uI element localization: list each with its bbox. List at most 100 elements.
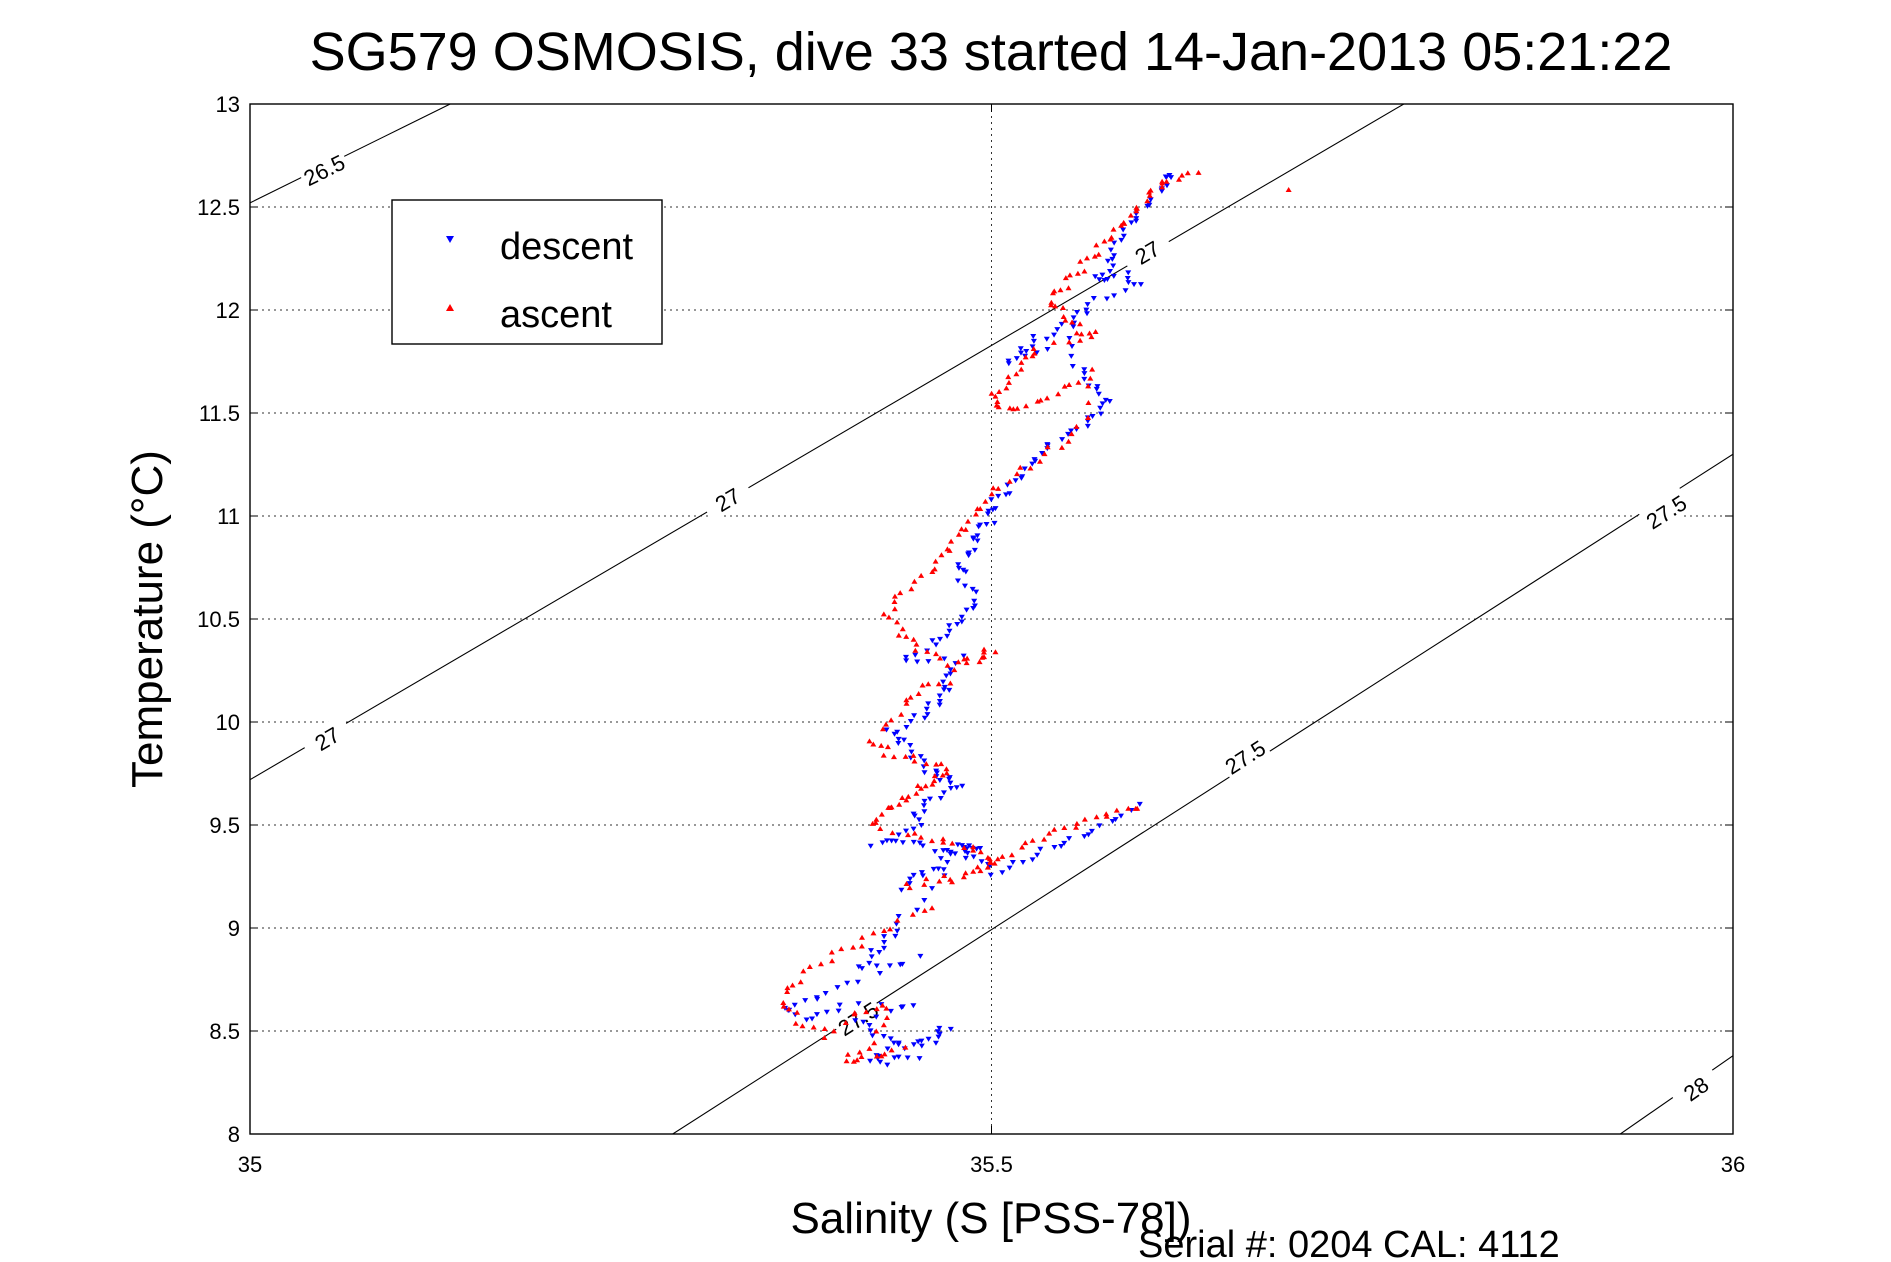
descent-point	[1084, 311, 1091, 317]
ascent-point	[1073, 330, 1080, 336]
ascent-point	[961, 844, 968, 850]
descent-point	[1093, 386, 1100, 392]
descent-point	[940, 867, 947, 873]
contour-label-bg	[1217, 732, 1272, 781]
descent-point	[937, 856, 944, 862]
ascent-point	[1159, 180, 1166, 186]
legend-label-ascent: ascent	[500, 294, 612, 336]
ascent-point	[1077, 337, 1084, 343]
descent-point	[936, 1031, 943, 1037]
descent-point	[1109, 819, 1116, 825]
ascent-point	[1006, 478, 1013, 484]
descent-point	[1083, 307, 1090, 313]
ascent-point	[1060, 304, 1067, 310]
ascent-point	[1022, 840, 1029, 846]
descent-point	[1074, 309, 1081, 315]
ascent-point	[977, 849, 984, 855]
ascent-point	[902, 1044, 909, 1050]
ascent-point	[994, 398, 1001, 404]
y-tick-label: 9.5	[209, 813, 240, 838]
descent-point	[834, 985, 841, 991]
ascent-point	[1113, 807, 1120, 813]
descent-point	[958, 614, 965, 620]
ascent-point	[1074, 270, 1081, 276]
descent-point	[1065, 431, 1072, 437]
ascent-point	[1127, 212, 1134, 218]
ascent-point	[992, 649, 999, 655]
descent-point	[1107, 269, 1114, 275]
ascent-point	[1093, 814, 1100, 820]
ascent-point	[1029, 837, 1036, 843]
descent-point	[1088, 828, 1095, 834]
ascent-point	[891, 593, 898, 599]
ascent-point	[903, 700, 910, 706]
ascent-point	[896, 801, 903, 807]
descent-point	[918, 1043, 925, 1049]
descent-point	[1037, 846, 1044, 852]
descent-point	[1111, 240, 1118, 246]
ascent-point	[1085, 414, 1092, 420]
descent-point	[1137, 282, 1144, 288]
ascent-point	[784, 985, 791, 991]
ascent-point	[800, 968, 807, 974]
ascent-point	[962, 526, 969, 532]
descent-point	[1021, 466, 1028, 472]
descent-point	[936, 702, 943, 708]
ascent-point	[844, 1051, 851, 1057]
descent-point	[970, 536, 977, 542]
descent-point	[916, 840, 923, 846]
ascent-point	[913, 641, 920, 647]
ascent-point	[932, 558, 939, 564]
ascent-point	[830, 1028, 837, 1034]
density-contour-27	[250, 104, 1405, 781]
descent-point	[892, 838, 899, 844]
descent-point	[907, 718, 914, 724]
descent-point	[1004, 482, 1011, 488]
ascent-point	[1073, 423, 1080, 429]
descent-point	[910, 1003, 917, 1009]
ascent-point	[866, 1045, 873, 1051]
ascent-point	[887, 926, 894, 932]
ascent-point	[863, 1009, 870, 1015]
descent-point	[952, 851, 959, 857]
descent-point	[929, 638, 936, 644]
descent-point	[923, 706, 930, 712]
ascent-point	[905, 832, 912, 838]
ascent-point	[1195, 169, 1202, 175]
descent-point	[1128, 220, 1135, 226]
descent-point	[1103, 296, 1110, 302]
ascent-point	[918, 785, 925, 791]
descent-point	[1030, 333, 1037, 339]
ascent-point	[789, 982, 796, 988]
descent-point	[953, 785, 960, 791]
descent-point	[1131, 282, 1138, 288]
ascent-point	[799, 1023, 806, 1029]
ascent-point	[817, 961, 824, 967]
ascent-point	[1144, 198, 1151, 204]
ascent-point	[924, 648, 931, 654]
ascent-point	[870, 930, 877, 936]
ascent-point	[1046, 830, 1053, 836]
descent-point	[910, 872, 917, 878]
descent-point	[944, 847, 951, 853]
descent-point	[984, 511, 991, 517]
descent-point	[1097, 411, 1104, 417]
ascent-point	[917, 834, 924, 840]
ascent-point	[1005, 374, 1012, 380]
ascent-point	[871, 1040, 878, 1046]
data-points	[780, 169, 1292, 1068]
legend-marker-ascent	[446, 304, 454, 311]
ascent-point	[1013, 371, 1020, 377]
ascent-point	[1058, 444, 1065, 450]
ascent-point	[858, 1053, 865, 1059]
ascent-point	[886, 805, 893, 811]
ascent-point	[838, 946, 845, 952]
ascent-point	[919, 682, 926, 688]
ascent-point	[873, 1028, 880, 1034]
descent-point	[895, 740, 902, 746]
descent-point	[887, 1008, 894, 1014]
descent-point	[935, 1034, 942, 1040]
ascent-point	[1065, 285, 1072, 291]
descent-point	[925, 659, 932, 665]
ascent-point	[797, 979, 804, 985]
